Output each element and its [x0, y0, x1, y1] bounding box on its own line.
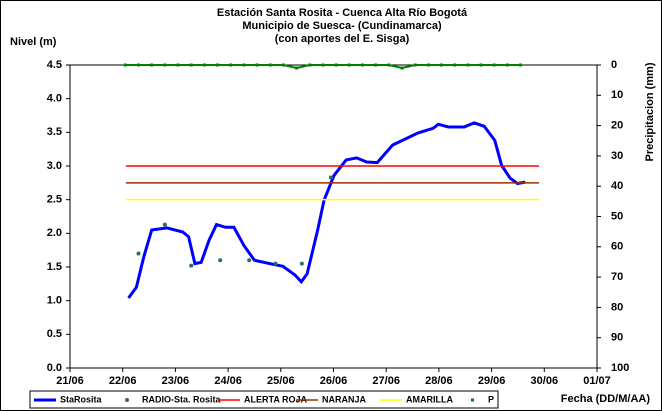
y-tick-label: 1.5 — [47, 261, 62, 273]
series-marker — [255, 63, 259, 67]
y-tick-label: 3.5 — [47, 126, 62, 138]
y-tick-label: 3.0 — [47, 160, 62, 172]
series-marker — [334, 63, 338, 67]
x-tick-label: 29/06 — [478, 375, 506, 387]
series-marker — [426, 63, 430, 67]
series-marker — [268, 63, 272, 67]
chart-title: (con aportes del E. Sisga) — [275, 33, 410, 45]
series-marker — [360, 63, 364, 67]
series-marker — [216, 63, 220, 67]
plot-area — [69, 64, 598, 369]
y2-tick-label: 10 — [611, 89, 623, 101]
series-marker — [137, 63, 141, 67]
x-tick-label: 01/07 — [583, 375, 611, 387]
series-marker — [492, 63, 496, 67]
y2-tick-label: 20 — [611, 120, 623, 132]
x-tick-label: 21/06 — [56, 375, 84, 387]
series-marker — [123, 63, 127, 67]
legend-label: RADIO-Sta. Rosita — [142, 394, 222, 404]
legend-label: ALERTA ROJA — [244, 394, 308, 404]
series-marker — [387, 63, 391, 67]
y2-tick-label: 80 — [611, 301, 623, 313]
legend-label: P — [488, 394, 494, 404]
series-marker — [413, 63, 417, 67]
legend-label: StaRosita — [60, 394, 103, 404]
y-tick-label: 1.0 — [47, 295, 62, 307]
y-tick-label: 2.5 — [47, 194, 62, 206]
x-tick-label: 28/06 — [425, 375, 453, 387]
x-tick-label: 26/06 — [320, 375, 348, 387]
series-line — [127, 121, 526, 299]
series-marker — [374, 63, 378, 67]
y2-tick-label: 40 — [611, 180, 623, 192]
series-marker — [347, 63, 351, 67]
series-dot — [218, 258, 223, 263]
series-marker — [440, 63, 444, 67]
series-dot — [299, 261, 304, 266]
x-tick-label: 25/06 — [267, 375, 295, 387]
y-tick-label: 4.5 — [47, 59, 62, 71]
series-dot — [273, 261, 278, 266]
series-marker — [519, 63, 523, 67]
legend — [29, 390, 499, 409]
series-marker — [466, 63, 470, 67]
legend-label: AMARILLA — [406, 394, 453, 404]
x-tick-label: 30/06 — [531, 375, 559, 387]
y2-axis-label: Precipitacion (mm) — [644, 62, 656, 161]
series-marker — [400, 66, 404, 70]
series-marker — [242, 63, 246, 67]
y2-tick-label: 50 — [611, 210, 623, 222]
series-dot — [189, 263, 194, 268]
x-tick-label: 23/06 — [162, 375, 190, 387]
series-dot — [136, 251, 141, 256]
series-marker — [229, 63, 233, 67]
y2-tick-label: 0 — [611, 59, 617, 71]
x-tick-label: 27/06 — [372, 375, 400, 387]
series-marker — [163, 63, 167, 67]
x-tick-label: 22/06 — [109, 375, 137, 387]
series-dot — [328, 175, 333, 180]
y-tick-label: 0.5 — [47, 328, 62, 340]
y2-tick-label: 30 — [611, 150, 623, 162]
series-dot — [162, 222, 167, 227]
y2-tick-label: 60 — [611, 241, 623, 253]
chart-title: Estación Santa Rosita - Cuenca Alta Río … — [217, 7, 468, 19]
series-marker — [176, 63, 180, 67]
x-tick-label: 24/06 — [214, 375, 242, 387]
series-marker — [189, 63, 193, 67]
y-tick-label: 0.0 — [47, 362, 62, 374]
y2-tick-label: 70 — [611, 271, 623, 283]
y-axis-label: Nivel (m) — [10, 36, 57, 48]
series-marker — [453, 63, 457, 67]
series-marker — [202, 63, 206, 67]
legend-swatch — [125, 398, 129, 402]
series-dot — [247, 258, 252, 263]
series-marker — [505, 63, 509, 67]
y2-tick-label: 90 — [611, 332, 623, 344]
y-tick-label: 2.0 — [47, 227, 62, 239]
series-marker — [308, 63, 312, 67]
series-marker — [321, 63, 325, 67]
y-tick-label: 4.0 — [47, 93, 62, 105]
legend-label: NARANJA — [322, 394, 367, 404]
series-marker — [295, 66, 299, 70]
series-marker — [150, 63, 154, 67]
series-marker — [281, 63, 285, 67]
y2-tick-label: 100 — [611, 362, 629, 374]
series-marker — [479, 63, 483, 67]
chart-title: Municipio de Suesca- (Cundinamarca) — [242, 20, 442, 32]
x-axis-label: Fecha (DD/M/AA) — [561, 393, 651, 405]
legend-swatch — [471, 398, 474, 402]
